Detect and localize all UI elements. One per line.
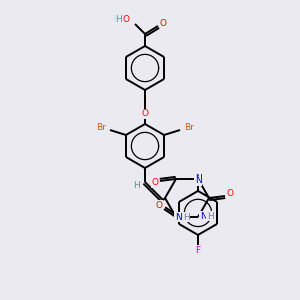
Text: O: O: [152, 178, 158, 188]
Text: N: N: [195, 174, 201, 183]
Text: HO: HO: [113, 16, 127, 25]
Text: N: N: [195, 176, 201, 185]
Text: Br: Br: [184, 124, 194, 133]
Text: Br: Br: [96, 124, 106, 133]
Text: H: H: [207, 212, 214, 220]
Text: O: O: [226, 190, 233, 199]
Text: H: H: [116, 16, 122, 25]
Text: O: O: [142, 110, 148, 118]
Text: H: H: [183, 213, 189, 222]
Text: O: O: [160, 19, 167, 28]
Text: N: N: [200, 212, 207, 220]
Text: F: F: [195, 246, 201, 255]
Text: H: H: [133, 181, 140, 190]
Text: O: O: [122, 16, 130, 25]
Text: O: O: [155, 201, 163, 210]
Text: N: N: [175, 213, 182, 222]
